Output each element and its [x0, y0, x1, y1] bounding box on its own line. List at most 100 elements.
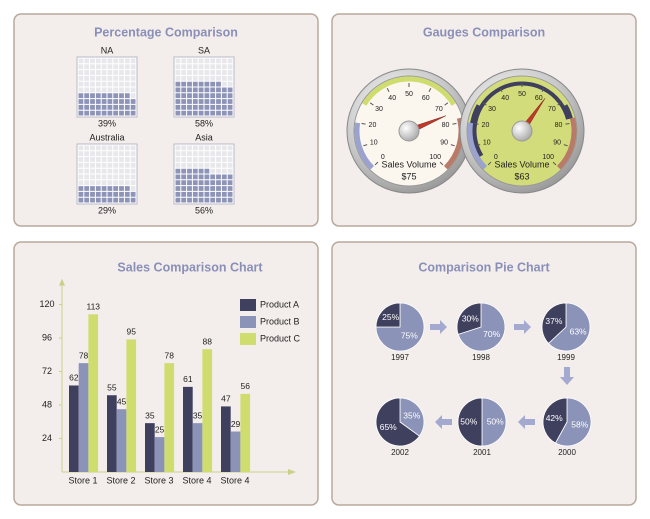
- arrow: [430, 320, 447, 334]
- tick-mark: [474, 122, 479, 125]
- x-tick-label: Store 1: [68, 475, 97, 485]
- gauge-band: [475, 76, 569, 106]
- waffle-empty: [175, 58, 233, 87]
- panel: [13, 13, 319, 227]
- data-label: 95: [127, 327, 137, 337]
- slice-label: 35%: [403, 410, 420, 420]
- slice-label: 50%: [460, 416, 477, 426]
- y-tick-label: 48: [42, 399, 52, 409]
- tick-label: 50: [518, 91, 526, 98]
- tick-mark: [487, 161, 492, 166]
- pie-slice: [375, 397, 420, 447]
- slice-label: 37%: [545, 316, 562, 326]
- pie-slice: [456, 302, 482, 335]
- tick-label: 0: [494, 154, 498, 161]
- slice-label: 30%: [462, 313, 479, 323]
- slice-label: 25%: [382, 312, 399, 322]
- tick-mark: [428, 88, 432, 93]
- value-label: 29%: [98, 205, 116, 215]
- tick-mark: [476, 144, 481, 147]
- tick-label: 20: [369, 122, 377, 129]
- slice-label: 63%: [570, 326, 587, 336]
- bar: [183, 386, 193, 472]
- chart-title: Percentage Comparison: [94, 25, 238, 39]
- data-label: 113: [86, 302, 100, 312]
- gauge-knob: [511, 120, 533, 142]
- pie-slice: [541, 302, 567, 344]
- data-label: 62: [69, 373, 79, 383]
- gauge-band: [362, 76, 456, 106]
- chart-title: Gauges Comparison: [423, 25, 545, 39]
- axis-arrow: [59, 278, 65, 286]
- data-label: 55: [107, 382, 117, 392]
- bar: [192, 423, 203, 472]
- legend-label: Product B: [260, 316, 300, 326]
- slice-label: 65%: [380, 422, 397, 432]
- tick-mark: [552, 161, 557, 166]
- gauge-band: [556, 117, 577, 170]
- arrow: [435, 415, 452, 429]
- tick-mark: [452, 122, 457, 125]
- bar: [164, 363, 175, 472]
- tick-label: 40: [501, 95, 509, 102]
- data-label: 78: [165, 350, 175, 360]
- tick-label: 60: [422, 95, 430, 102]
- tick-label: 90: [553, 139, 561, 146]
- bar: [154, 437, 165, 472]
- tick-label: 40: [388, 95, 396, 102]
- tick-label: 100: [542, 154, 554, 161]
- tick-label: 60: [535, 95, 543, 102]
- data-label: 78: [79, 350, 89, 360]
- tick-mark: [450, 144, 455, 147]
- x-tick-label: Store 2: [106, 475, 135, 485]
- bar: [116, 409, 127, 472]
- gauge-label: Sales Volume: [494, 159, 549, 169]
- tick-mark: [444, 102, 449, 106]
- bar: [230, 431, 241, 472]
- tick-label: 20: [482, 122, 490, 129]
- y-tick-label: 72: [42, 366, 52, 376]
- x-tick-label: Store 4: [220, 475, 249, 485]
- bar: [202, 349, 213, 472]
- tick-mark: [363, 144, 368, 147]
- pie-slice: [457, 397, 483, 447]
- legend-swatch: [240, 316, 256, 328]
- pie-label: 1998: [472, 353, 490, 362]
- pie-slice: [457, 302, 506, 352]
- chart-title: Comparison Pie Chart: [418, 260, 550, 274]
- pie-slice: [542, 397, 568, 444]
- bar: [69, 385, 79, 472]
- tick-label: 100: [429, 154, 441, 161]
- tick-label: 30: [488, 106, 496, 113]
- pie-slice: [481, 397, 507, 447]
- tick-label: 10: [370, 139, 378, 146]
- data-label: 25: [155, 424, 165, 434]
- tick-label: 30: [375, 106, 383, 113]
- gauge-band: [354, 122, 375, 170]
- axis-arrow: [288, 469, 296, 475]
- pie-slice: [375, 302, 425, 352]
- waffle-label: Asia: [195, 132, 213, 142]
- waffle-label: Australia: [89, 132, 124, 142]
- legend-swatch: [240, 299, 256, 311]
- value-label: 39%: [98, 118, 116, 128]
- pie-slice: [375, 302, 401, 328]
- bar: [78, 363, 89, 472]
- data-label: 35: [145, 410, 155, 420]
- tick-label: 90: [440, 139, 448, 146]
- arrow: [514, 320, 531, 334]
- bar: [88, 314, 99, 472]
- legend-label: Product C: [260, 333, 301, 343]
- tick-mark: [557, 102, 562, 106]
- tick-mark: [369, 102, 374, 106]
- pie-slice: [547, 302, 591, 352]
- bar: [126, 339, 137, 472]
- legend-swatch: [240, 333, 256, 345]
- waffle-fill: [78, 186, 136, 203]
- pie-slice: [554, 397, 592, 447]
- value-label: 58%: [195, 118, 213, 128]
- pie-label: 2001: [473, 448, 491, 457]
- gauge-label: Sales Volume: [381, 159, 436, 169]
- waffle-empty: [78, 58, 136, 99]
- x-tick-label: Store 3: [144, 475, 173, 485]
